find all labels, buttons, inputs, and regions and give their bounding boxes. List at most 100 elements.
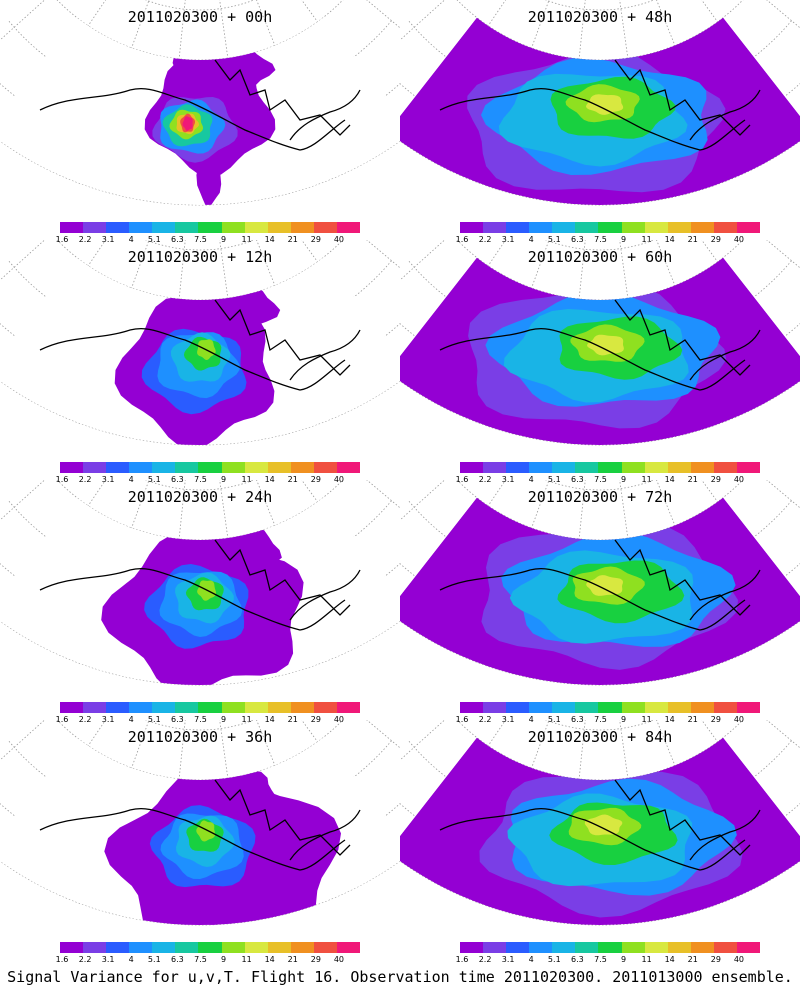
colorbar-tick-label: 4 bbox=[128, 235, 134, 244]
colorbar-tick-label: 1.6 bbox=[455, 715, 469, 724]
variance-field bbox=[400, 257, 800, 446]
colorbar-tick-label: 3.1 bbox=[101, 475, 115, 484]
colorbar-swatch bbox=[198, 702, 222, 713]
colorbar-tick-label: 9 bbox=[620, 475, 627, 484]
colorbar-swatch bbox=[290, 222, 314, 233]
meridian-line bbox=[0, 240, 46, 281]
colorbar-swatch bbox=[644, 702, 668, 713]
meridian-line bbox=[366, 720, 400, 749]
meridian-line bbox=[766, 240, 800, 269]
colorbar-tick-label: 40 bbox=[733, 715, 745, 724]
colorbar-swatch bbox=[106, 702, 130, 713]
map-panel: 2011020300 + 60h 1.6 2.2 3.1 4 5.1 6.3 7.5 9 11 14… bbox=[400, 240, 800, 485]
colorbar-swatch bbox=[152, 462, 176, 473]
colorbar-tick-label: 29 bbox=[310, 235, 321, 244]
colorbar-tick-label: 29 bbox=[710, 475, 721, 484]
colorbar-tick-label: 1.6 bbox=[55, 235, 69, 244]
colorbar-swatch bbox=[198, 942, 222, 953]
colorbar-swatch bbox=[221, 702, 245, 713]
colorbar-swatch bbox=[290, 942, 314, 953]
latitude-circle bbox=[456, 240, 744, 301]
colorbar-swatch bbox=[621, 942, 645, 953]
colorbar-swatch bbox=[621, 462, 645, 473]
colorbar-swatch bbox=[60, 222, 84, 233]
map-plot bbox=[0, 240, 400, 446]
coastline bbox=[39, 299, 361, 391]
colorbar-tick-label: 21 bbox=[687, 955, 698, 964]
colorbar-tick-label: 14 bbox=[264, 235, 275, 244]
colorbar-swatch bbox=[713, 702, 737, 713]
colorbar-tick-label: 7.5 bbox=[194, 715, 207, 724]
colorbar-tick-label: 29 bbox=[710, 235, 721, 244]
colorbar-swatch bbox=[690, 462, 714, 473]
map-plot bbox=[400, 480, 800, 686]
colorbar-tick-label: 5.1 bbox=[147, 715, 161, 724]
colorbar-swatch bbox=[667, 222, 691, 233]
map-panel: 2011020300 + 00h 1.6 2.2 3.1 4 5.1 6.3 7.5 9 11 14… bbox=[0, 0, 400, 245]
colorbar-swatch bbox=[244, 222, 268, 233]
coastline bbox=[439, 299, 761, 391]
colorbar-tick-label: 14 bbox=[664, 475, 675, 484]
colorbar-swatch bbox=[483, 222, 507, 233]
colorbar-tick-label: 40 bbox=[333, 235, 345, 244]
colorbar-ticks: 1.6 2.2 3.1 4 5.1 6.3 7.5 9 11 14 21 29 40 bbox=[450, 475, 770, 485]
colorbar-tick-label: 1.6 bbox=[55, 955, 69, 964]
colorbar-swatch bbox=[621, 702, 645, 713]
colorbar-swatch bbox=[644, 222, 668, 233]
colorbar-swatch bbox=[736, 222, 761, 233]
meridian-line bbox=[766, 480, 800, 509]
colorbar-tick-label: 9 bbox=[620, 955, 627, 964]
colorbar-tick-label: 7.5 bbox=[194, 475, 207, 484]
colorbar-swatch bbox=[529, 702, 553, 713]
colorbar-tick-label: 5.1 bbox=[147, 235, 161, 244]
latitude-circle bbox=[56, 720, 344, 781]
colorbar-tick-label: 3.1 bbox=[501, 475, 515, 484]
colorbar-swatch bbox=[575, 702, 599, 713]
colorbar-swatch bbox=[198, 222, 222, 233]
colorbar-swatch bbox=[221, 222, 245, 233]
coastline bbox=[439, 539, 761, 631]
coastline-path bbox=[214, 779, 351, 856]
colorbar-swatch bbox=[290, 462, 314, 473]
colorbar-ticks: 1.6 2.2 3.1 4 5.1 6.3 7.5 9 11 14 21 29 40 bbox=[450, 715, 770, 725]
colorbar-tick-label: 6.3 bbox=[171, 235, 184, 244]
colorbar-tick-label: 4 bbox=[528, 715, 534, 724]
colorbar-swatch bbox=[598, 942, 622, 953]
colorbar-swatch bbox=[460, 702, 484, 713]
colorbar-tick-label: 14 bbox=[264, 955, 275, 964]
meridian-line bbox=[366, 0, 400, 29]
colorbar-tick-label: 11 bbox=[241, 235, 252, 244]
colorbar-swatch bbox=[336, 942, 361, 953]
colorbar-swatch bbox=[313, 702, 337, 713]
panel-title: 2011020300 + 48h bbox=[527, 8, 673, 26]
colorbar-swatch bbox=[198, 462, 222, 473]
coastline bbox=[39, 59, 361, 151]
latitude-circle bbox=[545, 0, 655, 11]
colorbar-tick-label: 2.2 bbox=[478, 955, 492, 964]
colorbar-swatch bbox=[690, 702, 714, 713]
colorbar-ticks: 1.6 2.2 3.1 4 5.1 6.3 7.5 9 11 14 21 29 40 bbox=[450, 955, 770, 965]
colorbar-tick-label: 11 bbox=[641, 715, 652, 724]
colorbar-tick-label: 29 bbox=[310, 715, 321, 724]
map-plot bbox=[0, 720, 400, 926]
colorbar-swatch bbox=[575, 462, 599, 473]
colorbar-swatch bbox=[667, 462, 691, 473]
colorbar-tick-label: 40 bbox=[333, 475, 345, 484]
colorbar-swatch bbox=[152, 702, 176, 713]
coastline-path bbox=[39, 808, 346, 871]
colorbar-tick-label: 21 bbox=[287, 235, 298, 244]
colorbar-tick-label: 40 bbox=[333, 715, 345, 724]
meridian-line bbox=[0, 720, 46, 761]
colorbar-ticks: 1.6 2.2 3.1 4 5.1 6.3 7.5 9 11 14 21 29 40 bbox=[50, 955, 370, 965]
colorbar-tick-label: 1.6 bbox=[55, 715, 69, 724]
latitude-circle bbox=[145, 720, 255, 731]
colorbar-tick-label: 11 bbox=[241, 715, 252, 724]
colorbar-swatch bbox=[598, 222, 622, 233]
colorbar-tick-label: 14 bbox=[664, 955, 675, 964]
colorbar bbox=[60, 222, 361, 233]
colorbar-tick-label: 1.6 bbox=[55, 475, 69, 484]
latitude-circle bbox=[545, 480, 655, 491]
colorbar-tick-label: 11 bbox=[641, 235, 652, 244]
colorbar-tick-label: 1.6 bbox=[455, 955, 469, 964]
meridian-line bbox=[366, 240, 400, 269]
